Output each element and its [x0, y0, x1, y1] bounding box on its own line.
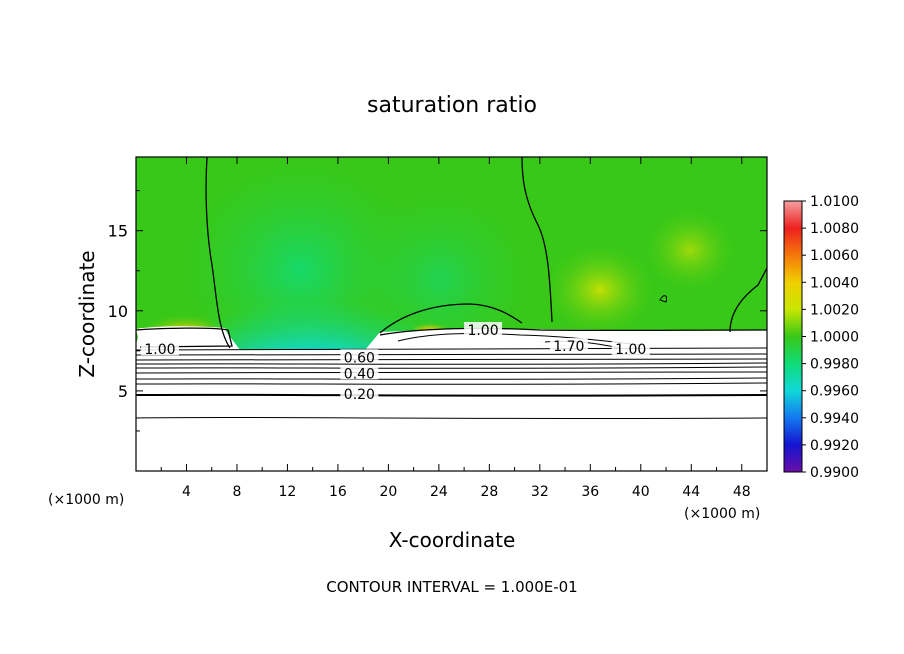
colorbar-label: 1.0000 — [810, 330, 859, 346]
contour-label-bg — [464, 322, 503, 337]
y-axis: 5 10 15 — [108, 190, 767, 432]
contour-label-6: 0.20 — [344, 387, 375, 403]
x-axis-title: X-coordinate — [389, 528, 516, 552]
contour-label-bg — [611, 341, 650, 356]
contour-label-5: 0.40 — [344, 366, 375, 382]
contour-label-4: 0.60 — [344, 350, 375, 366]
contour-labels: 1.00 1.00 1.70 1.00 0.600.40 0.20 — [140, 322, 650, 403]
colorbar-label: 1.0080 — [810, 221, 859, 237]
contour-label-bg — [340, 386, 379, 401]
colorbar-label: 1.0040 — [810, 275, 859, 291]
x-tick-label: 12 — [279, 484, 297, 500]
contour-label-3: 1.00 — [615, 342, 646, 358]
x-tick-label: 8 — [232, 484, 241, 500]
y-tick-label: 5 — [118, 382, 128, 401]
contour-label-bg — [549, 338, 588, 353]
x-tick-label: 4 — [182, 484, 191, 500]
x-tick-label: 40 — [632, 484, 650, 500]
colorbar-label: 0.9940 — [810, 411, 859, 427]
x-tick-label: 44 — [682, 484, 700, 500]
x-unit-label-right: (×1000 m) — [684, 506, 760, 522]
x-tick-label: 32 — [531, 484, 549, 500]
x-tick-label: 36 — [581, 484, 599, 500]
plot-frame — [135, 156, 768, 472]
colorbar-label: 1.0060 — [810, 248, 859, 264]
x-axis: 4 8 12 16 20 24 28 32 36 40 44 48 — [160, 157, 751, 500]
contour-label-0: 1.00 — [144, 342, 175, 358]
colorbar-labels: 1.0100 1.0080 1.0060 1.0040 1.0020 1.0000 0.99… — [802, 194, 859, 481]
colorbar-label: 0.9980 — [810, 357, 859, 373]
x-tick-label: 16 — [329, 484, 347, 500]
colorbar-label: 0.9960 — [810, 384, 859, 400]
contour-label-2: 1.70 — [553, 339, 584, 355]
x-tick-label: 28 — [480, 484, 498, 500]
contour-label-1: 1.00 — [467, 323, 498, 339]
colorbar-label: 1.0020 — [810, 302, 859, 318]
contour-label-bg — [340, 349, 379, 364]
heatmap-field — [136, 157, 767, 471]
x-tick-label: 48 — [733, 484, 751, 500]
colorbar-label: 1.0100 — [810, 194, 859, 210]
x-tick-label: 24 — [430, 484, 448, 500]
x-unit-label: (×1000 m) — [48, 492, 124, 508]
colorbar — [783, 200, 803, 473]
chart-title: saturation ratio — [367, 93, 537, 118]
colorbar-label: 0.9920 — [810, 438, 859, 454]
colorbar-label: 0.9900 — [810, 465, 859, 481]
contour-label-bg — [340, 365, 379, 380]
contour-interval-note: CONTOUR INTERVAL = 1.000E-01 — [326, 578, 577, 596]
y-axis-title: Z-coordinate — [75, 250, 99, 377]
y-tick-label: 10 — [108, 302, 128, 321]
contour-label-bg — [140, 341, 179, 356]
y-tick-label: 15 — [108, 222, 128, 241]
x-tick-label: 20 — [379, 484, 397, 500]
